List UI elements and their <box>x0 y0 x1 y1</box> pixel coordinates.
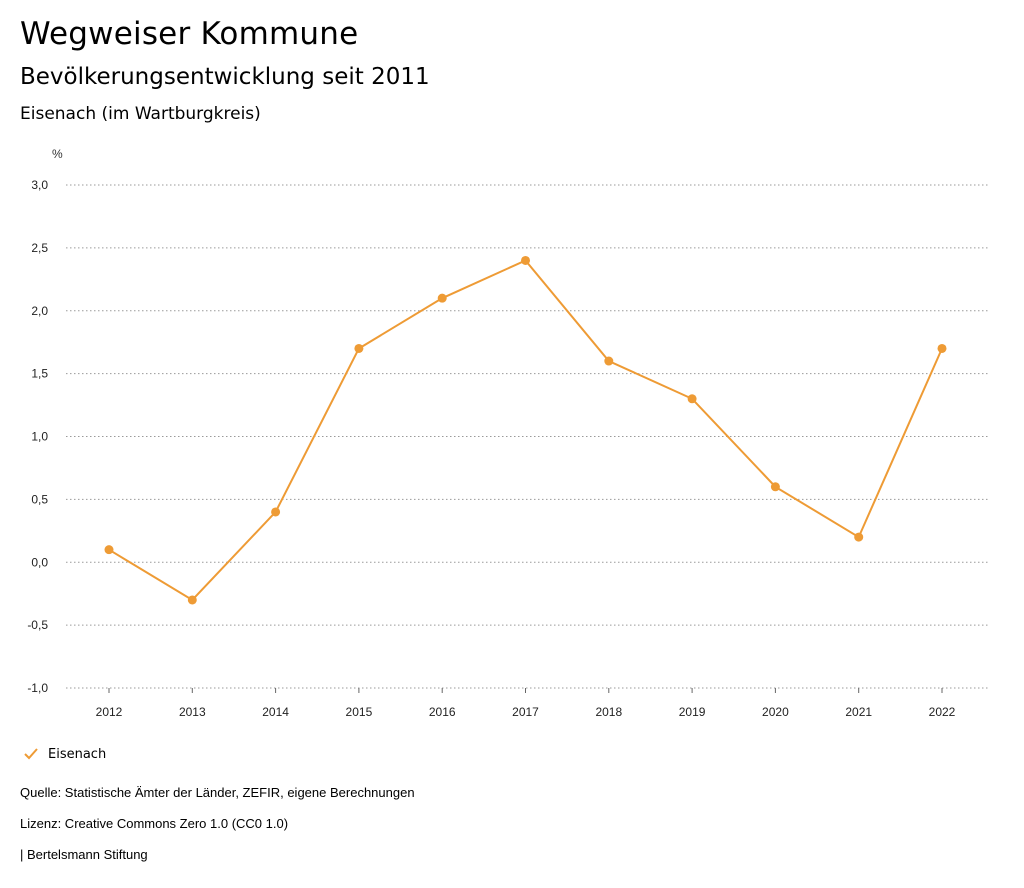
license-note: Lizenz: Creative Commons Zero 1.0 (CC0 1… <box>20 816 289 831</box>
chart-subtitle: Bevölkerungsentwicklung seit 2011 <box>20 64 430 90</box>
y-tick-label: 2,0 <box>31 304 48 318</box>
y-tick-label: -0,5 <box>27 618 48 632</box>
y-tick-label: -1,0 <box>27 681 48 695</box>
data-point-2017[interactable] <box>521 255 530 265</box>
x-tick-label: 2022 <box>929 705 956 719</box>
data-point-2012[interactable] <box>104 545 114 555</box>
x-tick-label: 2016 <box>429 705 456 719</box>
y-axis-unit-label: % <box>52 147 63 161</box>
data-point-2013[interactable] <box>187 595 197 605</box>
page-title: Wegweiser Kommune <box>20 16 359 52</box>
data-point-2016[interactable] <box>437 293 447 303</box>
data-point-2020[interactable] <box>770 482 780 492</box>
check-icon <box>24 748 38 760</box>
data-point-2015[interactable] <box>354 343 364 353</box>
legend-label: Eisenach <box>48 746 107 762</box>
x-tick-label: 2014 <box>262 705 289 719</box>
x-tick-label: 2019 <box>679 705 706 719</box>
x-tick-label: 2012 <box>96 705 123 719</box>
y-tick-label: 0,5 <box>31 492 48 506</box>
x-tick-label: 2015 <box>346 705 373 719</box>
y-tick-label: 2,5 <box>31 241 48 255</box>
source-note: Quelle: Statistische Ämter der Länder, Z… <box>20 785 415 800</box>
series-line-eisenach <box>108 259 943 602</box>
data-point-2019[interactable] <box>687 394 697 404</box>
x-tick-label: 2021 <box>845 705 872 719</box>
data-point-2022[interactable] <box>937 343 947 353</box>
x-tick-label: 2017 <box>512 705 539 719</box>
data-point-2014[interactable] <box>271 507 281 517</box>
region-label: Eisenach (im Wartburgkreis) <box>20 104 261 124</box>
data-point-2021[interactable] <box>854 532 864 542</box>
legend-item-eisenach[interactable]: Eisenach <box>22 745 106 763</box>
y-tick-label: 3,0 <box>31 178 48 192</box>
x-tick-label: 2013 <box>179 705 206 719</box>
y-tick-label: 1,5 <box>31 367 48 381</box>
x-tick-label: 2018 <box>595 705 622 719</box>
y-tick-label: 1,0 <box>31 430 48 444</box>
publisher-note: | Bertelsmann Stiftung <box>20 847 148 862</box>
x-tick-label: 2020 <box>762 705 789 719</box>
data-point-2018[interactable] <box>604 356 614 366</box>
line-chart: 3,0 2,5 2,0 1,5 1,0 0,5 0,0 -0,5 -1,0 2012 2013 20… <box>27 147 990 719</box>
y-tick-label: 0,0 <box>31 555 48 569</box>
